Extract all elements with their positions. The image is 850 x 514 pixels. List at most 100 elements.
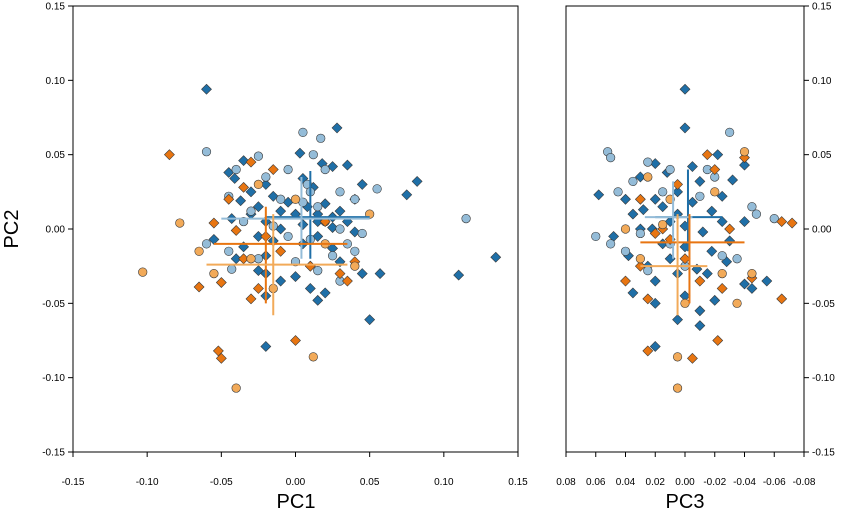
light-blue-circle-point (253, 151, 264, 161)
dark-blue-diamond-point (627, 208, 639, 220)
dark-blue-diamond-point (252, 201, 264, 213)
y-tick-label: -0.10 (42, 373, 65, 384)
dark-blue-diamond-point (649, 193, 661, 205)
dark-blue-diamond-point (706, 245, 718, 257)
light-blue-circle-point (769, 213, 779, 224)
dark-blue-diamond-point (374, 268, 386, 280)
light-blue-circle-point (717, 251, 727, 261)
dark-blue-diamond-point (238, 155, 250, 167)
light-blue-circle-point (643, 266, 653, 276)
dark-blue-diamond-point (761, 275, 773, 287)
dark-orange-diamond-point (687, 352, 698, 364)
light-orange-circle-point (209, 269, 219, 279)
x-tick-label: -0.05 (210, 477, 233, 488)
x-tick-label: 0.06 (586, 477, 606, 488)
dark-orange-diamond-point (334, 268, 346, 280)
y-tick-label: 0.00 (812, 225, 832, 236)
dark-orange-diamond-point (290, 335, 301, 346)
x-tick-label: 0.02 (646, 477, 666, 488)
dark-blue-diamond-point (627, 287, 639, 299)
dark-orange-diamond-point (679, 253, 691, 265)
dark-blue-diamond-point (672, 314, 683, 326)
light-blue-circle-point (606, 153, 616, 163)
x-tick-label: -0.10 (136, 477, 159, 488)
dark-orange-diamond-point (341, 275, 353, 287)
dark-blue-diamond-point (672, 186, 683, 198)
light-orange-circle-point (643, 172, 653, 182)
x-tick-label: -0.02 (703, 477, 726, 488)
dark-blue-diamond-point (701, 268, 713, 280)
light-blue-circle-point (308, 150, 318, 160)
light-orange-circle-point (732, 298, 742, 308)
dark-blue-diamond-point (275, 275, 287, 287)
light-orange-circle-point (739, 147, 750, 157)
light-blue-circle-point (350, 246, 360, 256)
light-blue-circle-point (620, 246, 631, 256)
dark-blue-diamond-point (706, 205, 718, 217)
dark-blue-diamond-point (637, 204, 649, 216)
dark-orange-diamond-point (267, 164, 279, 175)
light-blue-circle-point (313, 266, 323, 276)
dark-orange-diamond-point (238, 181, 250, 193)
dark-orange-diamond-point (163, 149, 175, 161)
dark-blue-diamond-point (304, 283, 316, 294)
panel-pc3-pc2: -0.15 -0.10 -0.05 0.00 0.05 0.10 0.15 0.08 0.06… (556, 2, 835, 514)
dark-blue-diamond-point (739, 159, 750, 171)
dark-orange-diamond-point (215, 277, 227, 288)
y-tick-label: 0.05 (812, 150, 832, 161)
light-blue-circle-point (751, 209, 762, 219)
light-blue-circle-point (606, 239, 616, 249)
light-blue-circle-point (643, 157, 653, 167)
dark-orange-diamond-point (776, 293, 788, 305)
dark-orange-diamond-point (252, 283, 264, 294)
dark-blue-diamond-point (245, 186, 257, 198)
dark-blue-diamond-point (679, 122, 691, 134)
light-blue-circle-point (732, 254, 742, 264)
dark-blue-diamond-point (649, 275, 661, 287)
y-tick-label: -0.15 (812, 448, 835, 459)
dark-blue-diamond-point (260, 341, 272, 352)
y-tick-label: -0.05 (812, 299, 835, 310)
x-axis-title-pc3: PC3 (666, 491, 705, 513)
dark-blue-diamond-point (327, 222, 339, 233)
dark-blue-diamond-point (334, 205, 346, 217)
y-tick-label: 0.00 (46, 225, 66, 236)
y-tick-label: 0.15 (812, 2, 832, 13)
x-tick-label: 0.04 (616, 477, 636, 488)
y-axis-title-pc2: PC2 (1, 210, 23, 249)
dark-blue-diamond-point (364, 314, 376, 326)
y-tick-label: 0.05 (46, 150, 66, 161)
light-orange-circle-point (717, 269, 727, 279)
dark-orange-diamond-point (245, 156, 257, 168)
panel-pc3-pc2-y-ticks: -0.15 -0.10 -0.05 0.00 0.05 0.10 0.15 (804, 2, 835, 459)
dark-orange-diamond-point (245, 293, 257, 305)
light-blue-circle-point (283, 231, 293, 242)
dark-orange-diamond-point (275, 245, 287, 257)
dark-blue-diamond-point (697, 226, 709, 238)
dark-blue-diamond-point (252, 231, 264, 242)
dark-blue-diamond-point (290, 271, 301, 282)
dark-blue-diamond-point (312, 294, 324, 306)
light-blue-circle-point (298, 127, 308, 137)
dark-blue-diamond-point (201, 83, 212, 95)
light-blue-circle-point (658, 187, 668, 197)
dark-blue-diamond-point (694, 176, 706, 187)
dark-blue-diamond-point (709, 294, 721, 306)
dark-blue-diamond-point (687, 161, 698, 172)
dark-orange-diamond-point (230, 225, 242, 236)
panel-pc1-pc2-marks (138, 83, 502, 393)
light-blue-circle-point (327, 251, 338, 261)
light-blue-circle-point (246, 206, 256, 216)
y-tick-label: 0.15 (46, 2, 66, 13)
dark-orange-diamond-point (223, 193, 235, 205)
y-tick-label: -0.15 (42, 448, 65, 459)
dark-blue-diamond-point (297, 219, 309, 230)
dark-blue-diamond-point (694, 320, 706, 332)
dark-blue-diamond-point (687, 196, 698, 208)
x-tick-label: 0.00 (286, 477, 306, 488)
panel-pc1-pc2-y-ticks: -0.15 -0.10 -0.05 0.00 0.05 0.10 0.15 (42, 2, 73, 459)
x-tick-label: -0.06 (763, 477, 786, 488)
dark-blue-diamond-point (694, 305, 706, 317)
light-orange-circle-point (747, 269, 757, 279)
